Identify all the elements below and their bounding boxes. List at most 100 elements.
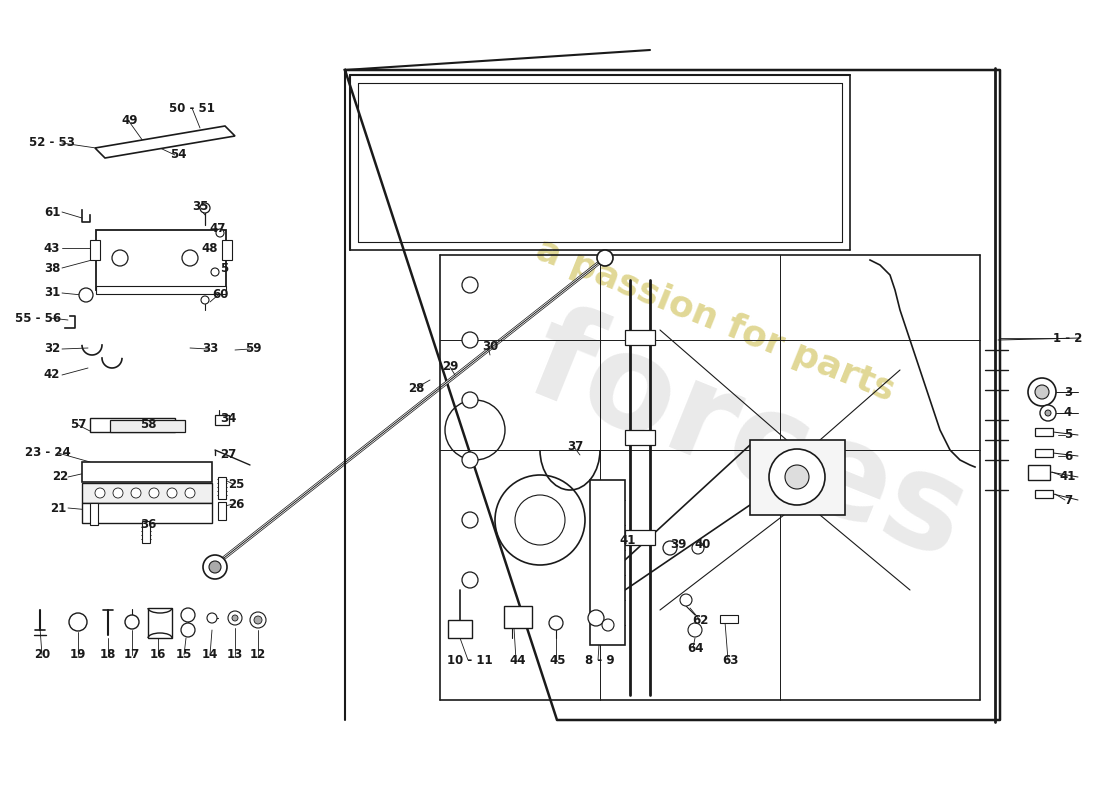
Bar xyxy=(82,462,212,482)
Text: 58: 58 xyxy=(140,418,156,431)
Circle shape xyxy=(1035,385,1049,399)
Circle shape xyxy=(95,488,104,498)
Text: 32: 32 xyxy=(44,342,60,355)
Bar xyxy=(142,521,150,543)
Text: 13: 13 xyxy=(227,649,243,662)
Text: 42: 42 xyxy=(44,369,60,382)
Bar xyxy=(1035,428,1053,436)
Text: 37: 37 xyxy=(566,441,583,454)
Circle shape xyxy=(228,611,242,625)
Text: 35: 35 xyxy=(191,199,208,213)
Text: 21: 21 xyxy=(50,502,66,514)
Circle shape xyxy=(182,250,198,266)
Text: 44: 44 xyxy=(509,654,526,666)
Text: 10 - 11: 10 - 11 xyxy=(448,654,493,666)
Bar xyxy=(90,503,98,525)
Bar xyxy=(625,330,654,345)
Bar xyxy=(504,606,532,628)
Bar xyxy=(82,503,212,523)
Circle shape xyxy=(79,288,94,302)
Text: 41: 41 xyxy=(1059,470,1076,483)
Text: 52 - 53: 52 - 53 xyxy=(29,137,75,150)
Circle shape xyxy=(1045,410,1050,416)
Circle shape xyxy=(462,277,478,293)
Circle shape xyxy=(663,541,676,555)
Bar xyxy=(96,286,225,294)
Circle shape xyxy=(785,465,808,489)
Circle shape xyxy=(112,250,128,266)
Circle shape xyxy=(462,572,478,588)
Text: 1 - 2: 1 - 2 xyxy=(1054,331,1082,345)
Text: 19: 19 xyxy=(69,649,86,662)
Text: 16: 16 xyxy=(150,649,166,662)
Circle shape xyxy=(207,613,217,623)
Circle shape xyxy=(254,616,262,624)
Bar xyxy=(214,415,229,425)
Circle shape xyxy=(692,542,704,554)
Text: 36: 36 xyxy=(140,518,156,531)
Text: 15: 15 xyxy=(176,649,192,662)
Bar xyxy=(590,480,625,645)
Circle shape xyxy=(462,332,478,348)
Text: 62: 62 xyxy=(692,614,708,626)
Circle shape xyxy=(204,555,227,579)
Bar xyxy=(448,620,472,638)
Text: 41: 41 xyxy=(619,534,636,546)
Circle shape xyxy=(125,615,139,629)
Circle shape xyxy=(216,229,224,237)
Text: 38: 38 xyxy=(44,262,60,274)
Text: 30: 30 xyxy=(482,339,498,353)
Text: 28: 28 xyxy=(408,382,425,394)
Bar xyxy=(82,483,212,503)
Circle shape xyxy=(588,610,604,626)
Circle shape xyxy=(688,623,702,637)
Polygon shape xyxy=(95,126,235,158)
Text: 17: 17 xyxy=(124,649,140,662)
Text: 12: 12 xyxy=(250,649,266,662)
Text: 27: 27 xyxy=(220,449,236,462)
Bar xyxy=(750,440,845,515)
Text: 23 - 24: 23 - 24 xyxy=(25,446,70,459)
Text: 6: 6 xyxy=(1064,450,1072,462)
Circle shape xyxy=(113,488,123,498)
Text: 60: 60 xyxy=(212,289,228,302)
Bar xyxy=(90,240,100,260)
Circle shape xyxy=(185,488,195,498)
Bar xyxy=(720,615,738,623)
Text: 63: 63 xyxy=(722,654,738,666)
Text: 20: 20 xyxy=(34,649,51,662)
Circle shape xyxy=(201,296,209,304)
Circle shape xyxy=(232,615,238,621)
Text: 31: 31 xyxy=(44,286,60,299)
Text: 18: 18 xyxy=(100,649,117,662)
Text: 22: 22 xyxy=(52,470,68,483)
Text: 8 - 9: 8 - 9 xyxy=(585,654,615,666)
Circle shape xyxy=(209,561,221,573)
Circle shape xyxy=(462,512,478,528)
Text: 33: 33 xyxy=(202,342,218,355)
Bar xyxy=(90,418,175,432)
Text: 48: 48 xyxy=(201,242,218,254)
Text: 5: 5 xyxy=(1064,429,1072,442)
Text: 3: 3 xyxy=(1064,386,1072,398)
Circle shape xyxy=(1028,378,1056,406)
Circle shape xyxy=(148,488,159,498)
Circle shape xyxy=(131,488,141,498)
Circle shape xyxy=(69,613,87,631)
Bar xyxy=(218,477,226,499)
Circle shape xyxy=(462,452,478,468)
Circle shape xyxy=(1040,405,1056,421)
Text: 45: 45 xyxy=(550,654,566,666)
Text: 43: 43 xyxy=(44,242,60,254)
Bar xyxy=(222,240,232,260)
Text: 40: 40 xyxy=(695,538,712,551)
Bar xyxy=(96,230,225,290)
Circle shape xyxy=(769,449,825,505)
Circle shape xyxy=(549,616,563,630)
Text: 57: 57 xyxy=(69,418,86,431)
Text: 29: 29 xyxy=(442,361,459,374)
Bar xyxy=(625,430,654,445)
Text: 49: 49 xyxy=(122,114,139,126)
Circle shape xyxy=(680,594,692,606)
Circle shape xyxy=(602,619,614,631)
